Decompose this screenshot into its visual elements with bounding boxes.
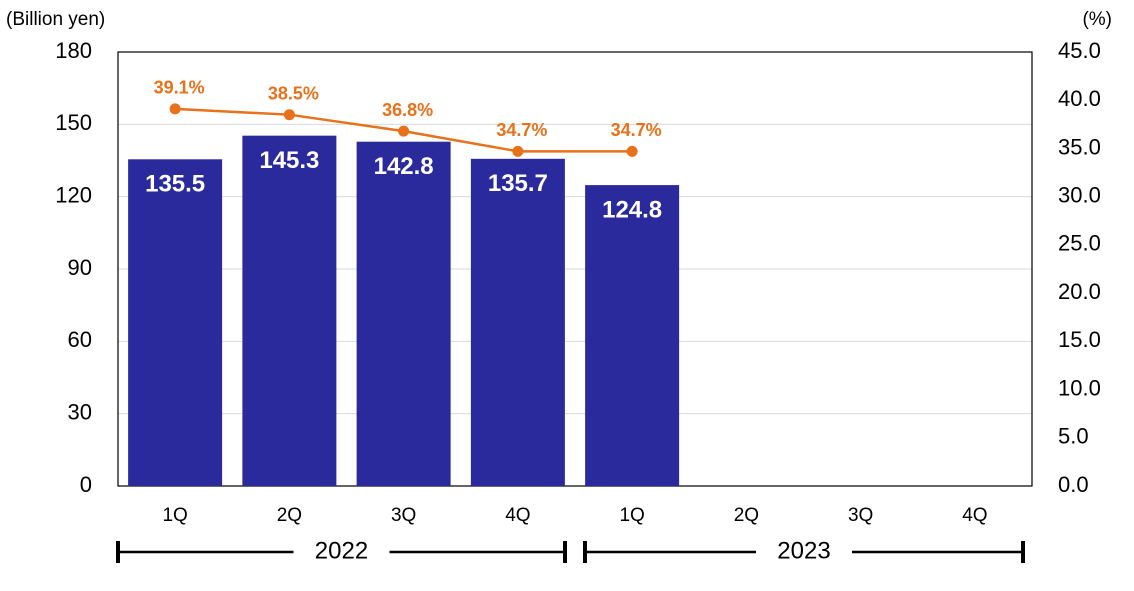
y2-tick-label: 25.0 — [1058, 231, 1101, 256]
y2-tick-label: 0.0 — [1058, 472, 1089, 497]
x-tick-label: 2Q — [277, 505, 302, 526]
x-tick-label: 1Q — [619, 505, 644, 526]
y-tick-label: 180 — [55, 38, 92, 63]
y-tick-label: 30 — [68, 399, 92, 424]
bar-value-label: 124.8 — [602, 196, 662, 223]
y2-tick-label: 45.0 — [1058, 38, 1101, 63]
plot-frame — [117, 51, 1033, 487]
y-tick-label: 150 — [55, 110, 92, 135]
y-tick-label: 0 — [80, 472, 92, 497]
y2-tick-label: 20.0 — [1058, 279, 1101, 304]
bar — [470, 158, 565, 486]
y2-tick-label: 5.0 — [1058, 424, 1089, 449]
line-value-label: 34.7% — [611, 120, 662, 140]
y2-tick-label: 10.0 — [1058, 375, 1101, 400]
x-tick-label: 3Q — [391, 505, 416, 526]
line-value-label: 39.1% — [154, 78, 205, 98]
y-axis-label: (Billion yen) — [6, 9, 105, 30]
y-tick-label: 120 — [55, 182, 92, 207]
y-tick-label: 60 — [68, 327, 92, 352]
bar — [128, 159, 223, 487]
group-label-bg — [293, 538, 390, 566]
group-label: 2022 — [315, 537, 368, 564]
x-tick-label: 4Q — [962, 505, 987, 526]
bar-value-label: 135.5 — [145, 171, 205, 198]
bar — [356, 141, 451, 486]
group-label: 2023 — [777, 537, 830, 564]
x-tick-label: 2Q — [734, 505, 759, 526]
line-point — [626, 145, 638, 157]
x-tick-label: 3Q — [848, 505, 873, 526]
line-value-label: 36.8% — [382, 100, 433, 120]
line-value-label: 34.7% — [496, 120, 547, 140]
line-point — [398, 125, 410, 137]
y2-axis-label: (%) — [1082, 9, 1112, 30]
line-point — [169, 103, 181, 115]
y-tick-label: 90 — [68, 255, 92, 280]
y2-tick-label: 15.0 — [1058, 327, 1101, 352]
x-tick-label: 1Q — [162, 505, 187, 526]
y2-tick-label: 30.0 — [1058, 182, 1101, 207]
y2-tick-label: 40.0 — [1058, 86, 1101, 111]
bar-value-label: 145.3 — [259, 147, 319, 174]
line-value-label: 38.5% — [268, 83, 319, 103]
bar — [242, 135, 337, 486]
bar-value-label: 135.7 — [488, 170, 548, 197]
line-point — [283, 109, 295, 121]
bar — [585, 185, 680, 487]
bar-value-label: 142.8 — [374, 153, 434, 180]
line-point — [512, 145, 524, 157]
y2-tick-label: 35.0 — [1058, 134, 1101, 159]
group-label-bg — [756, 538, 852, 566]
x-tick-label: 4Q — [505, 505, 530, 526]
